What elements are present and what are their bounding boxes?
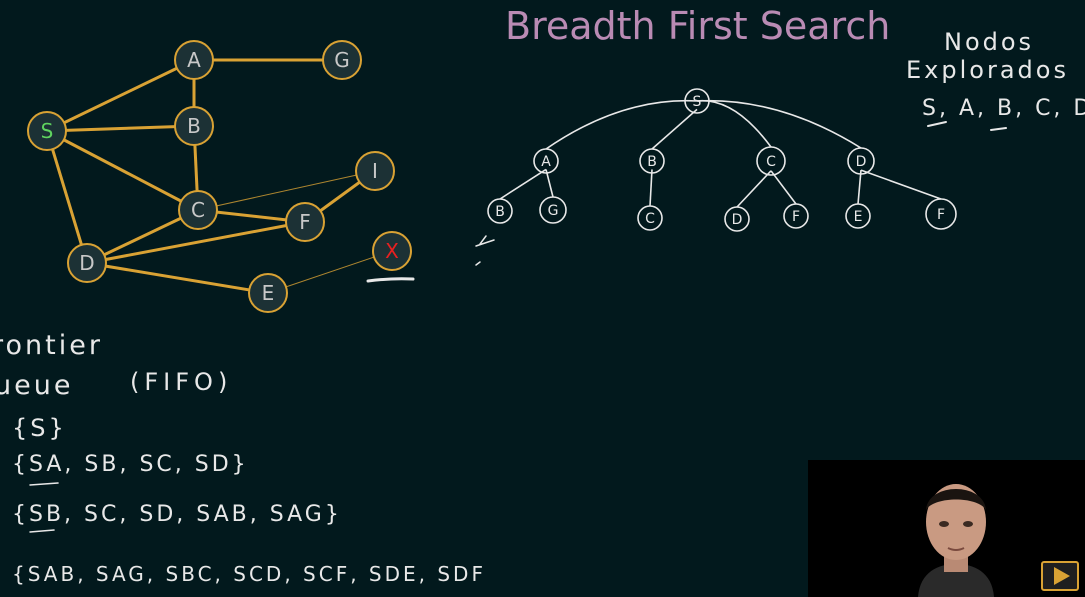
graph-node-x: X [372,231,412,271]
explored-list: S, A, B, C, D, [922,96,1085,121]
search-tree-edges [499,99,942,208]
graph-node-c: C [178,190,218,230]
tree-edge-c-cd [736,170,772,208]
tree-node-cd: D [724,206,750,232]
tree-node-bc: C [637,205,663,231]
frontier-heading-line1: rontier [0,330,103,361]
explored-heading-line2: Explorados [906,56,1069,84]
graph-node-label: F [299,210,311,234]
graph-node-label: X [385,239,399,263]
graph-edge-d-f [86,220,306,265]
tree-node-label: B [647,154,657,170]
explored-underline-b [990,127,1007,131]
graph-node-d: D [67,243,107,283]
graph-node-s: S [27,111,67,151]
tree-node-label: F [792,209,800,225]
tree-node-b: B [639,148,665,174]
tree-node-label: D [856,154,867,170]
tree-node-cf: F [783,203,809,229]
tree-node-label: C [766,154,776,170]
play-button[interactable] [1041,561,1079,591]
tree-stub-mark [475,235,495,247]
tree-node-c: C [756,146,786,176]
tree-edge-d-de [857,170,862,205]
webcam-overlay [808,460,1085,597]
graph-node-label: I [372,159,378,183]
tree-edge-a-ab [499,168,547,200]
frontier-heading-line2: ueue [0,370,74,401]
tree-node-d: D [847,147,875,175]
tree-node-a: A [533,148,559,174]
graph-node-g: G [322,40,362,80]
tree-edge-s-a [545,99,698,150]
queue-underline-sa [29,482,59,486]
tree-node-label: G [548,203,559,219]
graph-node-b: B [174,106,214,146]
graph-node-e: E [248,273,288,313]
tree-node-df: F [925,198,957,230]
queue-row-1: {SA, SB, SC, SD} [12,452,249,477]
tree-node-de: E [845,203,871,229]
tree-node-label: C [645,211,655,227]
tree-edge-s-d [696,99,862,149]
graph-node-label: D [79,251,94,275]
tree-node-label: B [495,204,505,220]
tree-node-label: A [541,154,551,170]
tree-edge-d-df [860,169,942,200]
graph-edges [45,58,393,295]
graph-node-a: A [174,40,214,80]
graph-edge-e-x [267,250,393,294]
goal-underline [366,277,415,283]
queue-row-3: {SAB, SAG, SBC, SCD, SCF, SDE, SDF [12,562,486,586]
search-tree-nodes: S A B C D B G C D F E F [487,88,957,232]
graph-edge-s-d [45,130,89,264]
tree-node-s: S [684,88,710,114]
tree-dot-mark [475,261,481,266]
queue-underline-sb [29,529,55,533]
explored-underline-s [927,121,947,127]
graph-node-i: I [355,151,395,191]
queue-row-0: {S} [12,414,67,442]
page-title: Breadth First Search [505,4,891,48]
tree-edge-a-ag [545,169,554,198]
tree-node-ag: G [539,196,567,224]
queue-row-2: {SB, SC, SD, SAB, SAG} [12,502,342,527]
chalk-marks [29,121,1007,533]
graph-node-label: S [41,119,54,143]
graph-node-label: G [334,48,350,72]
graph-edge-c-i [197,170,376,211]
graph-node-label: B [187,114,201,138]
graph-edge-d-e [86,261,269,295]
tree-node-ab: B [487,198,513,224]
tree-edge-s-b [651,108,698,150]
graph-nodes: A G S B I C F X D E [27,40,412,313]
graph-node-f: F [285,202,325,242]
tree-node-label: D [732,212,743,228]
fifo-label: (FIFO) [130,368,233,396]
graph-node-label: C [191,198,205,222]
tree-node-label: S [693,94,702,110]
graph-node-label: E [262,281,275,305]
graph-edge-s-c [46,129,199,212]
tree-node-label: F [937,207,945,223]
explored-heading-line1: Nodos [944,28,1035,56]
tree-node-label: E [854,209,863,225]
presenter-video [918,484,994,597]
tree-edge-c-cf [770,170,797,205]
tree-edge-s-c [696,99,772,148]
graph-edge-s-a [46,58,195,133]
graph-node-label: A [187,48,201,72]
graph-edge-s-b [46,124,195,133]
graph-edge-c-d [86,208,199,265]
tree-edge-b-bc [649,169,653,207]
